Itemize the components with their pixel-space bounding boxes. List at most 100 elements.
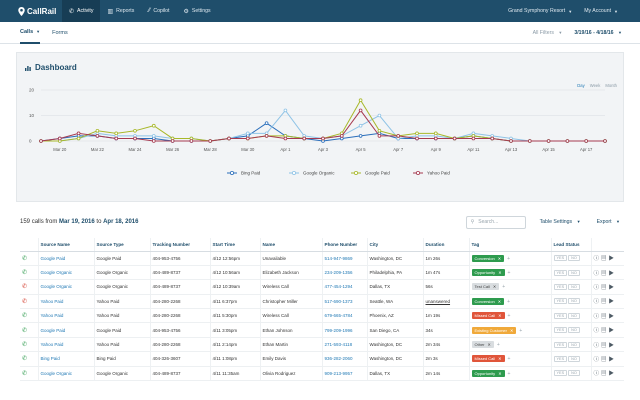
info-icon[interactable]: ⓘ [593, 256, 602, 263]
play-recording-icon[interactable]: ▶ [608, 256, 617, 263]
phone-number-cell[interactable]: 799-209-1996 [321, 322, 367, 338]
table-row[interactable]: ✆ Google Paid Google Paid 404-953-4756 4/12 … [20, 251, 624, 266]
data-point[interactable] [377, 134, 382, 138]
data-point[interactable] [377, 129, 382, 133]
data-point[interactable] [95, 134, 100, 138]
phone-number-link[interactable]: 514-947-9869 [324, 255, 353, 261]
phone-number-link[interactable]: 679-665-4784 [324, 313, 353, 319]
tag-badge[interactable]: Existing Customer ✕ [471, 326, 517, 334]
info-icon[interactable]: ⓘ [593, 270, 602, 277]
table-settings-button[interactable]: Table Settings ▼ [540, 219, 581, 225]
search-input[interactable]: ⚲ Search... [465, 215, 526, 229]
table-row[interactable]: ✆ Google Paid Google Paid 404-953-4756 4/11 … [20, 322, 624, 338]
phone-number-cell[interactable]: 909-213-9957 [321, 366, 367, 382]
data-point[interactable] [39, 139, 43, 143]
phone-number-link[interactable]: 517-690-1373 [324, 298, 353, 304]
data-point[interactable] [95, 129, 100, 133]
notes-icon[interactable]: ▤ [601, 313, 609, 320]
legend-label[interactable]: Yahoo Paid [427, 171, 450, 176]
legend-label[interactable]: Google Organic [303, 171, 335, 176]
data-point[interactable] [114, 131, 118, 136]
notes-icon[interactable]: ▤ [601, 342, 609, 349]
column-header[interactable]: Phone Number [321, 238, 367, 252]
add-tag-icon[interactable]: + [507, 270, 511, 277]
nav-activity[interactable]: ✆ Activity [62, 0, 101, 22]
data-point[interactable] [396, 134, 401, 138]
source-name-link[interactable]: Yahoo Paid [40, 313, 64, 319]
source-name-cell[interactable]: Yahoo Paid [37, 337, 94, 353]
tag-badge[interactable]: Conversion ✕ [471, 254, 505, 262]
source-name-cell[interactable]: Yahoo Paid [37, 294, 94, 310]
column-header[interactable]: Tracking Number [149, 238, 210, 252]
info-icon[interactable]: ⓘ [593, 356, 602, 363]
source-name-link[interactable]: Google Paid [40, 327, 66, 333]
source-name-link[interactable]: Google Organic [40, 370, 73, 376]
data-point[interactable] [170, 139, 175, 143]
phone-number-cell[interactable]: 514-947-9869 [321, 251, 367, 266]
source-name-cell[interactable]: Google Organic [37, 279, 94, 295]
info-icon[interactable]: ⓘ [593, 342, 602, 349]
phone-number-link[interactable]: 909-213-9957 [324, 370, 353, 376]
close-icon[interactable]: ✕ [509, 327, 514, 333]
filters-dropdown[interactable]: All Filters ▼ [533, 30, 563, 36]
phone-number-cell[interactable]: 517-690-1373 [321, 294, 367, 310]
table-row[interactable]: ✆ Yahoo Paid Yahoo Paid 404-280-2268 4/11 2:… [20, 337, 624, 353]
lead-yes-button[interactable]: YES [553, 255, 568, 262]
nav-reports[interactable]: ▥ Reports [100, 0, 141, 22]
table-row[interactable]: ✆ Bing Paid Bing Paid 404-326-3607 4/11 1:08… [20, 351, 624, 367]
data-point[interactable] [433, 136, 438, 141]
range-day[interactable]: Day [577, 83, 585, 88]
data-point[interactable] [133, 129, 137, 133]
lead-yes-button[interactable]: YES [553, 298, 568, 305]
data-point[interactable] [509, 139, 513, 143]
phone-number-cell[interactable]: 271-593-4118 [321, 337, 367, 353]
lead-yes-button[interactable]: YES [553, 370, 568, 377]
phone-number-cell[interactable]: 936-282-2060 [321, 351, 367, 367]
data-point[interactable] [471, 136, 476, 141]
range-week[interactable]: Week [589, 83, 601, 88]
lead-no-button[interactable]: NO [568, 370, 580, 377]
close-icon[interactable]: ✕ [497, 255, 502, 261]
add-tag-icon[interactable]: + [507, 298, 511, 305]
export-button[interactable]: Export ▼ [597, 219, 620, 225]
table-row[interactable]: ✆ Google Organic Google Organic 404-489-873… [20, 366, 624, 382]
tag-badge[interactable]: Opportunity ✕ [471, 369, 505, 377]
data-point[interactable] [339, 134, 344, 138]
add-tag-icon[interactable]: + [507, 370, 511, 377]
nav-settings[interactable]: ⚙ Settings [176, 0, 217, 22]
source-name-link[interactable]: Google Organic [40, 270, 73, 276]
tag-badge[interactable]: Opportunity ✕ [471, 269, 505, 277]
data-point[interactable] [152, 139, 156, 143]
lead-no-button[interactable]: NO [568, 355, 580, 362]
data-point[interactable] [208, 139, 213, 143]
source-name-link[interactable]: Yahoo Paid [40, 342, 64, 348]
data-point[interactable] [57, 136, 62, 141]
nav-copilot[interactable]: ⁄⁄ Copilot [141, 0, 176, 22]
info-icon[interactable]: ⓘ [593, 371, 602, 378]
add-tag-icon[interactable]: + [496, 342, 500, 349]
column-header[interactable]: Name [259, 238, 322, 252]
data-point[interactable] [152, 123, 156, 128]
data-point[interactable] [283, 108, 288, 113]
phone-number-cell[interactable]: 234-209-1356 [321, 265, 367, 281]
add-tag-icon[interactable]: + [507, 255, 511, 262]
column-header[interactable]: Duration [422, 238, 469, 252]
phone-number-cell[interactable]: 679-665-4784 [321, 308, 367, 324]
data-point[interactable] [433, 131, 438, 136]
data-point[interactable] [227, 136, 231, 141]
data-point[interactable] [527, 139, 532, 143]
data-point[interactable] [358, 98, 363, 102]
lead-yes-button[interactable]: YES [553, 341, 568, 348]
phone-number-link[interactable]: 936-282-2060 [324, 356, 353, 362]
source-name-cell[interactable]: Yahoo Paid [37, 308, 94, 324]
play-recording-icon[interactable]: ▶ [608, 328, 617, 335]
source-name-cell[interactable]: Google Paid [37, 251, 94, 266]
phone-number-link[interactable]: 477-454-1294 [324, 284, 353, 290]
add-tag-icon[interactable]: + [519, 327, 523, 334]
data-point[interactable] [584, 139, 588, 143]
source-name-link[interactable]: Google Organic [40, 284, 73, 290]
column-header[interactable]: Tag [468, 238, 551, 252]
play-recording-icon[interactable]: ▶ [608, 313, 617, 320]
info-icon[interactable]: ⓘ [593, 328, 602, 335]
column-header[interactable]: Start Time [209, 238, 260, 252]
